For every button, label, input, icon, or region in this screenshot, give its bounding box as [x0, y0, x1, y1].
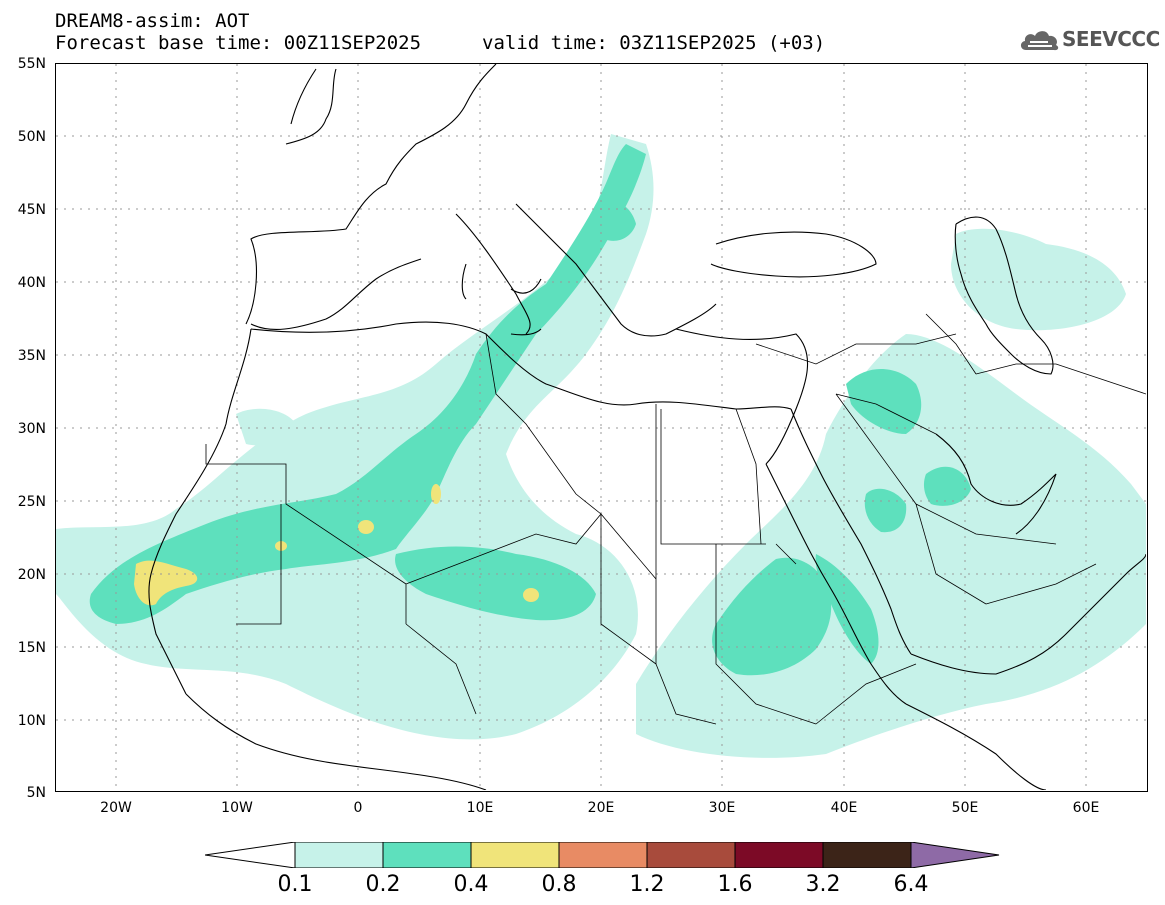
aot-hotspot-niger [523, 588, 539, 602]
lat-label-5n: 5N [26, 785, 46, 801]
aot-map[interactable] [56, 64, 1146, 790]
colorbar-segment-0.8 [558, 842, 648, 868]
seevccc-logo: SEEVCCC [1018, 26, 1160, 54]
colorbar-label-6.4: 6.4 [893, 872, 929, 897]
coastlines [148, 64, 1146, 790]
colorbar-label-0.4: 0.4 [453, 872, 489, 897]
aot-hotspot-algeria-1 [431, 484, 441, 504]
lat-label-40n: 40N [17, 275, 46, 291]
colorbar-label-1.2: 1.2 [629, 872, 665, 897]
aot-hotspot-mali [358, 520, 374, 534]
coast-maghreb-libya [250, 321, 792, 410]
lat-label-15n: 15N [17, 640, 46, 656]
colorbar-segment-under [205, 842, 296, 868]
lat-label-45n: 45N [17, 202, 46, 218]
colorbar-segment-1.2 [646, 842, 736, 868]
coast-adriatic-balkans [515, 203, 717, 337]
lon-label-20w: 20W [100, 800, 132, 816]
colorbar-label-3.2: 3.2 [805, 872, 841, 897]
coast-red-sea-east [790, 408, 912, 655]
aot-colorbar [205, 842, 1000, 868]
colorbar-segment-0.2 [382, 842, 472, 868]
logo-text: SEEVCCC [1062, 27, 1160, 51]
forecast-base-time: Forecast base time: 00Z11SEP2025 [55, 32, 422, 54]
coast-sicily-sardinia [461, 263, 542, 336]
coast-north-africa [148, 328, 252, 695]
aot-area-gulf-medium [923, 466, 971, 506]
map-title: DREAM8-assim: AOT [55, 10, 250, 32]
aot-area-red-sea-medium [815, 554, 879, 664]
lat-label-35n: 35N [17, 348, 46, 364]
colorbar-segment-0.4 [470, 842, 560, 868]
coast-arabia-south [910, 553, 1146, 675]
coast-red-sea-west [765, 463, 907, 705]
coast-turkey-levant [675, 328, 809, 465]
aot-area-west-coast-light [236, 408, 296, 446]
aot-area-sahara-light [56, 134, 654, 740]
coast-west-africa-south [185, 693, 487, 790]
lat-label-55n: 55N [17, 56, 46, 72]
coast-europe-atlantic [245, 64, 497, 325]
coast-uk [285, 68, 337, 145]
colorbar-label-0.1: 0.1 [277, 872, 313, 897]
colorbar-label-1.6: 1.6 [717, 872, 753, 897]
coast-gulf-of-aden [905, 703, 1047, 790]
coast-italy [455, 213, 542, 335]
lon-label-40e: 40E [830, 800, 858, 816]
colorbar-segment-3.2 [822, 842, 912, 868]
aot-area-sahel-medium [395, 546, 596, 621]
lon-label-10w: 10W [221, 800, 253, 816]
map-panel[interactable] [55, 63, 1148, 792]
coast-black-sea [710, 231, 877, 278]
colorbar-label-0.8: 0.8 [541, 872, 577, 897]
lat-label-50n: 50N [17, 129, 46, 145]
colorbar-segment-over [910, 842, 1000, 868]
lon-label-20e: 20E [587, 800, 615, 816]
graticule [56, 64, 1146, 790]
coast-persian-gulf [935, 433, 1057, 535]
colorbar-label-0.2: 0.2 [365, 872, 401, 897]
lon-label-0: 0 [353, 800, 363, 816]
country-borders [205, 313, 1146, 725]
lat-label-10n: 10N [17, 713, 46, 729]
lat-label-30n: 30N [17, 421, 46, 437]
lat-label-25n: 25N [17, 494, 46, 510]
lon-label-50e: 50E [951, 800, 979, 816]
aot-hotspot-mauritania [134, 560, 198, 606]
lon-label-30e: 30E [708, 800, 736, 816]
lon-label-10e: 10E [466, 800, 494, 816]
lon-label-60e: 60E [1072, 800, 1100, 816]
valid-time: valid time: 03Z11SEP2025 (+03) [482, 32, 826, 54]
lat-label-20n: 20N [17, 567, 46, 583]
cloud-icon [1020, 31, 1059, 51]
aot-area-iraq-medium [846, 369, 922, 434]
aot-area-arabia-medium [864, 488, 907, 533]
aot-area-sudan-medium [712, 557, 832, 676]
aot-area-caspian-light [951, 228, 1126, 331]
aot-area-serbia-medium [594, 200, 636, 241]
coast-caspian [954, 216, 1054, 375]
colorbar-segment-1.6 [734, 842, 824, 868]
coast-iberia-med [250, 258, 422, 330]
aot-level-3-areas [134, 484, 539, 606]
colorbar-segment-0.1 [294, 842, 384, 868]
